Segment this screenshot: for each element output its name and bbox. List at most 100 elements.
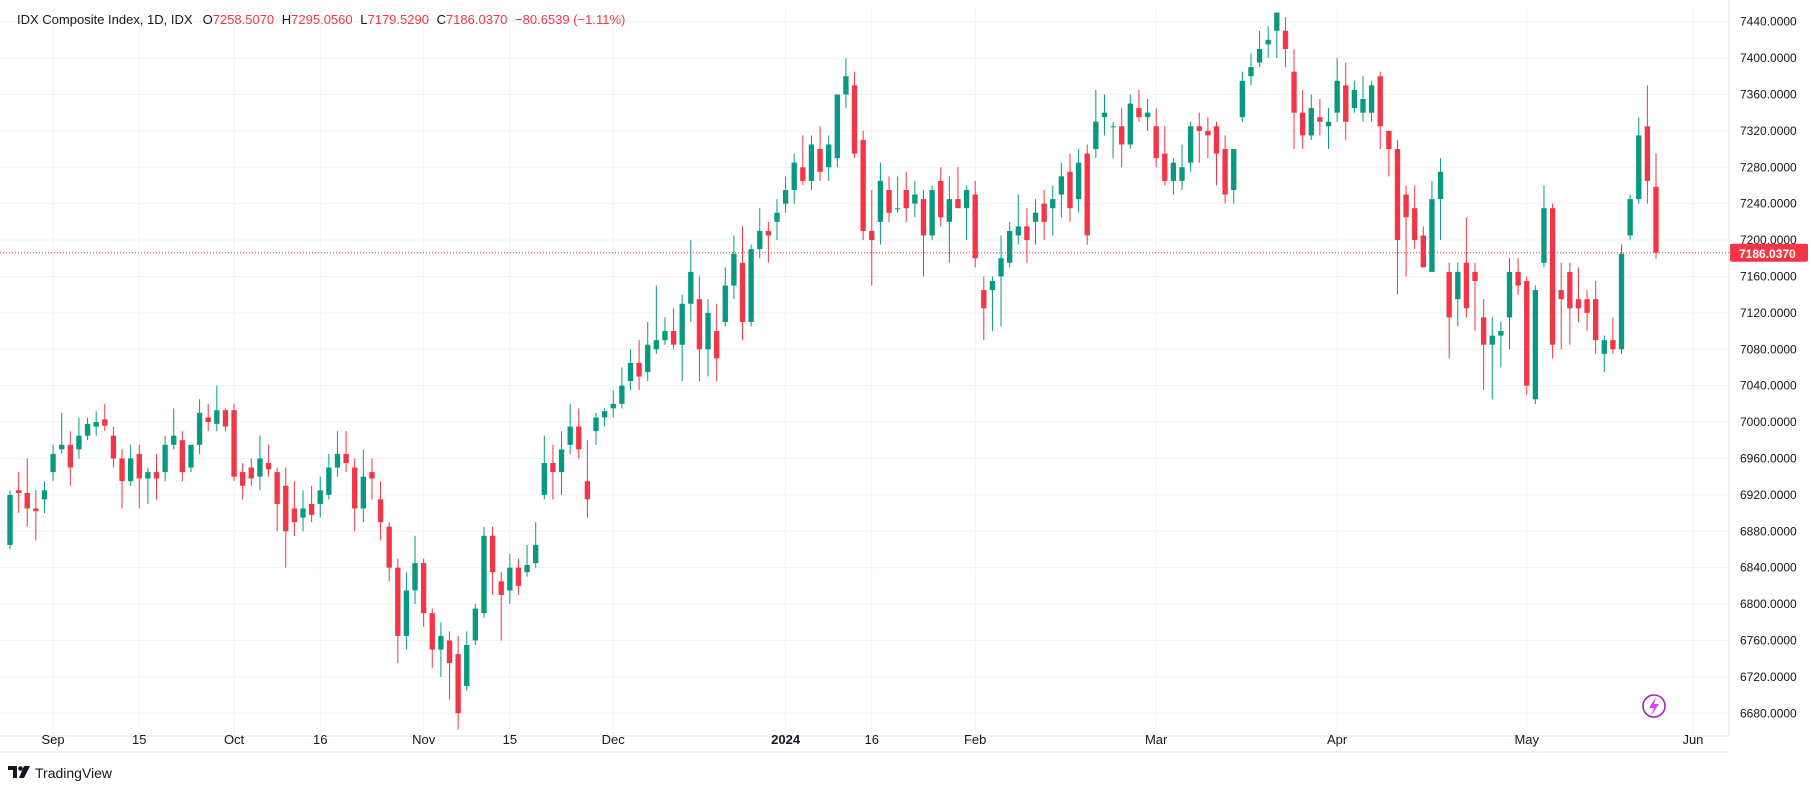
candle-down[interactable] xyxy=(377,481,384,541)
candle-down[interactable] xyxy=(102,403,108,432)
candle-down[interactable] xyxy=(550,444,556,500)
candle-down[interactable] xyxy=(851,71,858,159)
candle-up[interactable] xyxy=(826,135,832,181)
candle-up[interactable] xyxy=(782,176,789,213)
candle-down[interactable] xyxy=(1394,139,1401,295)
candle-down[interactable] xyxy=(1420,226,1426,268)
candle-up[interactable] xyxy=(627,349,634,391)
candle-up[interactable] xyxy=(1636,117,1642,204)
tradingview-branding[interactable]: TradingView xyxy=(8,765,112,781)
candle-up[interactable] xyxy=(1325,108,1332,150)
candle-down[interactable] xyxy=(1515,258,1521,295)
candle-down[interactable] xyxy=(920,190,927,277)
candle-up[interactable] xyxy=(1627,194,1633,241)
candle-up[interactable] xyxy=(1351,80,1358,113)
candle-up[interactable] xyxy=(334,431,341,477)
candle-down[interactable] xyxy=(1024,208,1030,263)
candle-down[interactable] xyxy=(1196,112,1202,163)
candle-down[interactable] xyxy=(1299,89,1306,150)
candle-up[interactable] xyxy=(558,431,565,495)
candle-down[interactable] xyxy=(1575,267,1582,322)
candle-up[interactable] xyxy=(774,199,780,241)
candle-up[interactable] xyxy=(1127,94,1133,150)
candle-up[interactable] xyxy=(679,294,685,382)
candle-down[interactable] xyxy=(670,308,677,350)
candle-up[interactable] xyxy=(533,522,539,568)
candle-up[interactable] xyxy=(877,162,884,245)
candle-down[interactable] xyxy=(308,485,315,523)
candle-up[interactable] xyxy=(93,411,99,436)
candle-up[interactable] xyxy=(214,385,220,432)
candle-up[interactable] xyxy=(748,244,754,327)
candle-up[interactable] xyxy=(1601,335,1607,372)
candle-down[interactable] xyxy=(938,167,944,227)
candle-down[interactable] xyxy=(739,226,746,341)
candle-down[interactable] xyxy=(1549,203,1556,359)
candle-up[interactable] xyxy=(472,604,479,645)
candle-up[interactable] xyxy=(317,476,323,518)
candle-down[interactable] xyxy=(800,135,806,186)
candle-up[interactable] xyxy=(41,481,48,514)
candle-down[interactable] xyxy=(1403,185,1409,277)
candle-down[interactable] xyxy=(903,171,909,222)
candle-down[interactable] xyxy=(429,608,435,668)
candle-down[interactable] xyxy=(110,426,117,468)
candle-down[interactable] xyxy=(1653,153,1659,259)
candle-down[interactable] xyxy=(1584,290,1590,332)
candle-up[interactable] xyxy=(438,622,444,677)
candle-up[interactable] xyxy=(1360,76,1366,122)
candle-up[interactable] xyxy=(1437,158,1444,241)
candle-down[interactable] xyxy=(1162,126,1168,186)
candle-up[interactable] xyxy=(524,544,530,577)
candle-up[interactable] xyxy=(1170,158,1177,195)
candle-up[interactable] xyxy=(1455,262,1461,327)
candle-up[interactable] xyxy=(998,235,1004,327)
candle-up[interactable] xyxy=(1239,71,1246,122)
candle-up[interactable] xyxy=(7,490,13,550)
candle-down[interactable] xyxy=(1463,217,1470,318)
candle-down[interactable] xyxy=(1317,99,1323,136)
candle-down[interactable] xyxy=(274,467,280,532)
candle-up[interactable] xyxy=(1265,26,1271,59)
candle-up[interactable] xyxy=(1489,317,1495,400)
candle-down[interactable] xyxy=(205,403,211,432)
candle-down[interactable] xyxy=(1593,281,1599,354)
candle-up[interactable] xyxy=(76,417,82,459)
candle-up[interactable] xyxy=(1334,58,1340,122)
candle-up[interactable] xyxy=(1618,244,1625,354)
candle-down[interactable] xyxy=(886,176,892,222)
candle-up[interactable] xyxy=(196,399,203,454)
candle-down[interactable] xyxy=(1136,89,1142,122)
candle-up[interactable] xyxy=(1231,149,1237,204)
candle-up[interactable] xyxy=(300,490,306,532)
candle-down[interactable] xyxy=(1558,262,1564,350)
candle-down[interactable] xyxy=(291,481,298,536)
candle-down[interactable] xyxy=(1446,262,1452,359)
candle-up[interactable] xyxy=(653,285,660,354)
candle-up[interactable] xyxy=(894,176,901,213)
candle-down[interactable] xyxy=(240,463,246,500)
candle-up[interactable] xyxy=(403,572,410,650)
candle-up[interactable] xyxy=(929,185,935,241)
candle-down[interactable] xyxy=(1291,48,1297,150)
candle-down[interactable] xyxy=(1282,17,1289,68)
candle-up[interactable] xyxy=(1075,149,1082,213)
candle-up[interactable] xyxy=(1006,221,1013,268)
candle-down[interactable] xyxy=(1377,71,1383,150)
candle-up[interactable] xyxy=(162,435,168,482)
candle-up[interactable] xyxy=(171,408,177,450)
candle-down[interactable] xyxy=(343,431,349,473)
candle-up[interactable] xyxy=(1187,121,1194,172)
candle-up[interactable] xyxy=(808,135,815,190)
candle-down[interactable] xyxy=(860,130,866,241)
candle-down[interactable] xyxy=(369,458,375,500)
candle-up[interactable] xyxy=(507,554,513,605)
candle-up[interactable] xyxy=(989,276,996,332)
candle-down[interactable] xyxy=(1412,185,1418,250)
time-axis[interactable]: Sep 15 Oct 16 Nov 15 Dec 2024 16 Feb Mar Apr May Jun xyxy=(42,732,1704,747)
candle-down[interactable] xyxy=(765,221,772,263)
candle-up[interactable] xyxy=(1015,194,1021,245)
candle-down[interactable] xyxy=(972,180,978,268)
candle-up[interactable] xyxy=(1368,80,1375,122)
